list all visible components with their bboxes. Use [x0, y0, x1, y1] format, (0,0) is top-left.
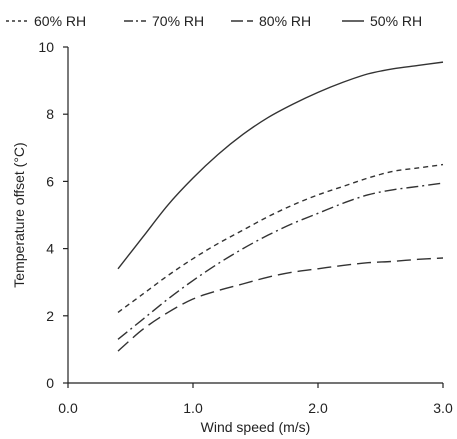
y-axis-title: Temperature offset (°C) [11, 142, 27, 287]
y-tick-label: 6 [46, 173, 54, 189]
x-tick-label: 2.0 [308, 400, 328, 416]
x-tick-label: 0.0 [58, 400, 78, 416]
legend-label: 80% RH [259, 13, 311, 29]
series-line-80-rh [117, 257, 444, 352]
y-tick-label: 4 [46, 241, 54, 257]
legend: 60% RH 70% RH 80% RH 50% RH [6, 13, 422, 29]
series-line-70-rh [117, 182, 444, 340]
y-tick-label: 10 [38, 39, 54, 55]
axes [67, 47, 443, 384]
y-tick-label: 8 [46, 106, 54, 122]
x-tick-label: 1.0 [183, 400, 203, 416]
series-line-50-rh [117, 61, 444, 270]
x-axis-title: Wind speed (m/s) [201, 419, 311, 435]
legend-label: 60% RH [34, 13, 86, 29]
y-ticks: 0 2 4 6 8 10 [38, 39, 68, 391]
x-ticks: 0.0 1.0 2.0 3.0 [58, 383, 453, 416]
series-lines [117, 61, 444, 352]
y-tick-label: 2 [46, 308, 54, 324]
legend-label: 70% RH [152, 13, 204, 29]
legend-label: 50% RH [370, 13, 422, 29]
x-tick-label: 3.0 [433, 400, 453, 416]
series-line-60-rh [117, 163, 444, 314]
y-tick-label: 0 [46, 375, 54, 391]
